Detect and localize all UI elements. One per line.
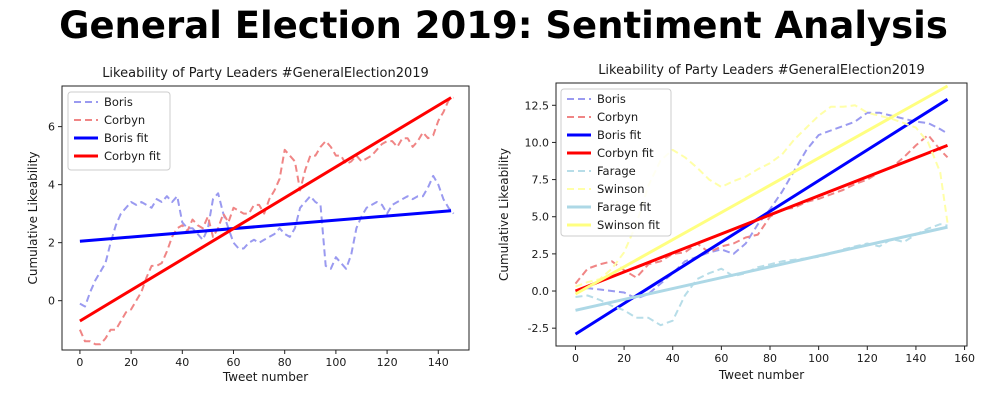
y-axis-label: Cumulative Likeability <box>26 151 40 284</box>
legend: Boris Corbyn Boris fit Corbyn fit Farage Swin… <box>560 88 672 237</box>
x-tick-label: 120 <box>857 352 878 365</box>
legend-label: Swinson fit <box>597 218 660 232</box>
y-tick-label: 10.0 <box>525 136 550 149</box>
chart-1: Likeability of Party Leaders #GeneralEle… <box>26 66 470 384</box>
series-line-corbyn-fit <box>574 144 949 293</box>
x-tick-label: 80 <box>763 352 777 365</box>
series-line-farage-fit <box>575 225 948 312</box>
x-tick-label: 160 <box>954 352 975 365</box>
legend-label: Corbyn <box>597 110 638 124</box>
y-axis-label: Cumulative Likeability <box>497 148 511 281</box>
x-axis-label: Tweet number <box>718 368 804 382</box>
series-line-corbyn <box>78 96 455 346</box>
legend-label: Swinson <box>597 182 645 196</box>
legend-label: Corbyn fit <box>597 146 654 160</box>
series-group <box>78 96 455 346</box>
legend: Boris Corbyn Boris fit Corbyn fit <box>67 91 171 171</box>
chart-2: Likeability of Party Leaders #GeneralEle… <box>497 63 975 382</box>
series-line-swinson-fit <box>574 84 949 296</box>
y-tick-label: 6 <box>48 121 55 134</box>
legend-label: Farage <box>597 164 636 178</box>
legend-label: Corbyn <box>104 113 145 127</box>
y-tick-label: 4 <box>48 179 55 192</box>
y-tick-label: 0 <box>48 295 55 308</box>
x-tick-label: 20 <box>617 352 631 365</box>
x-tick-label: 40 <box>666 352 680 365</box>
y-tick-label: -2.5 <box>528 322 549 335</box>
plot-frame <box>555 82 968 347</box>
chart-title: Likeability of Party Leaders #GeneralEle… <box>102 66 429 81</box>
plot-frame <box>61 85 470 351</box>
x-tick-label: 100 <box>325 356 346 369</box>
x-tick-label: 20 <box>124 356 138 369</box>
series-line-corbyn-fit <box>79 96 452 323</box>
chart-title: Likeability of Party Leaders #GeneralEle… <box>598 63 925 78</box>
x-tick-label: 120 <box>377 356 398 369</box>
x-tick-label: 60 <box>714 352 728 365</box>
legend-box <box>560 88 672 237</box>
y-tick-label: 7.5 <box>532 174 550 187</box>
y-tick-label: 2 <box>48 237 55 250</box>
series-group <box>574 84 949 336</box>
legend-label: Boris <box>597 92 626 106</box>
x-tick-label: 0 <box>76 356 83 369</box>
x-tick-label: 0 <box>572 352 579 365</box>
series-line-boris-fit <box>79 209 452 243</box>
legend-label: Farage fit <box>597 200 652 214</box>
x-tick-label: 60 <box>227 356 241 369</box>
x-tick-label: 100 <box>808 352 829 365</box>
x-tick-label: 80 <box>278 356 292 369</box>
y-tick-label: 2.5 <box>532 248 550 261</box>
y-tick-label: 12.5 <box>525 99 550 112</box>
x-tick-label: 40 <box>175 356 189 369</box>
legend-label: Corbyn fit <box>104 149 161 163</box>
legend-label: Boris fit <box>597 128 642 142</box>
page-title: General Election 2019: Sentiment Analysi… <box>59 4 948 47</box>
legend-box <box>67 91 171 171</box>
y-tick-label: 0.0 <box>532 285 550 298</box>
x-tick-label: 140 <box>428 356 449 369</box>
legend-label: Boris fit <box>104 131 149 145</box>
x-tick-label: 140 <box>905 352 926 365</box>
legend-label: Boris <box>104 95 133 109</box>
series-line-boris <box>79 174 455 308</box>
x-axis-label: Tweet number <box>222 370 308 384</box>
y-tick-label: 5.0 <box>532 211 550 224</box>
